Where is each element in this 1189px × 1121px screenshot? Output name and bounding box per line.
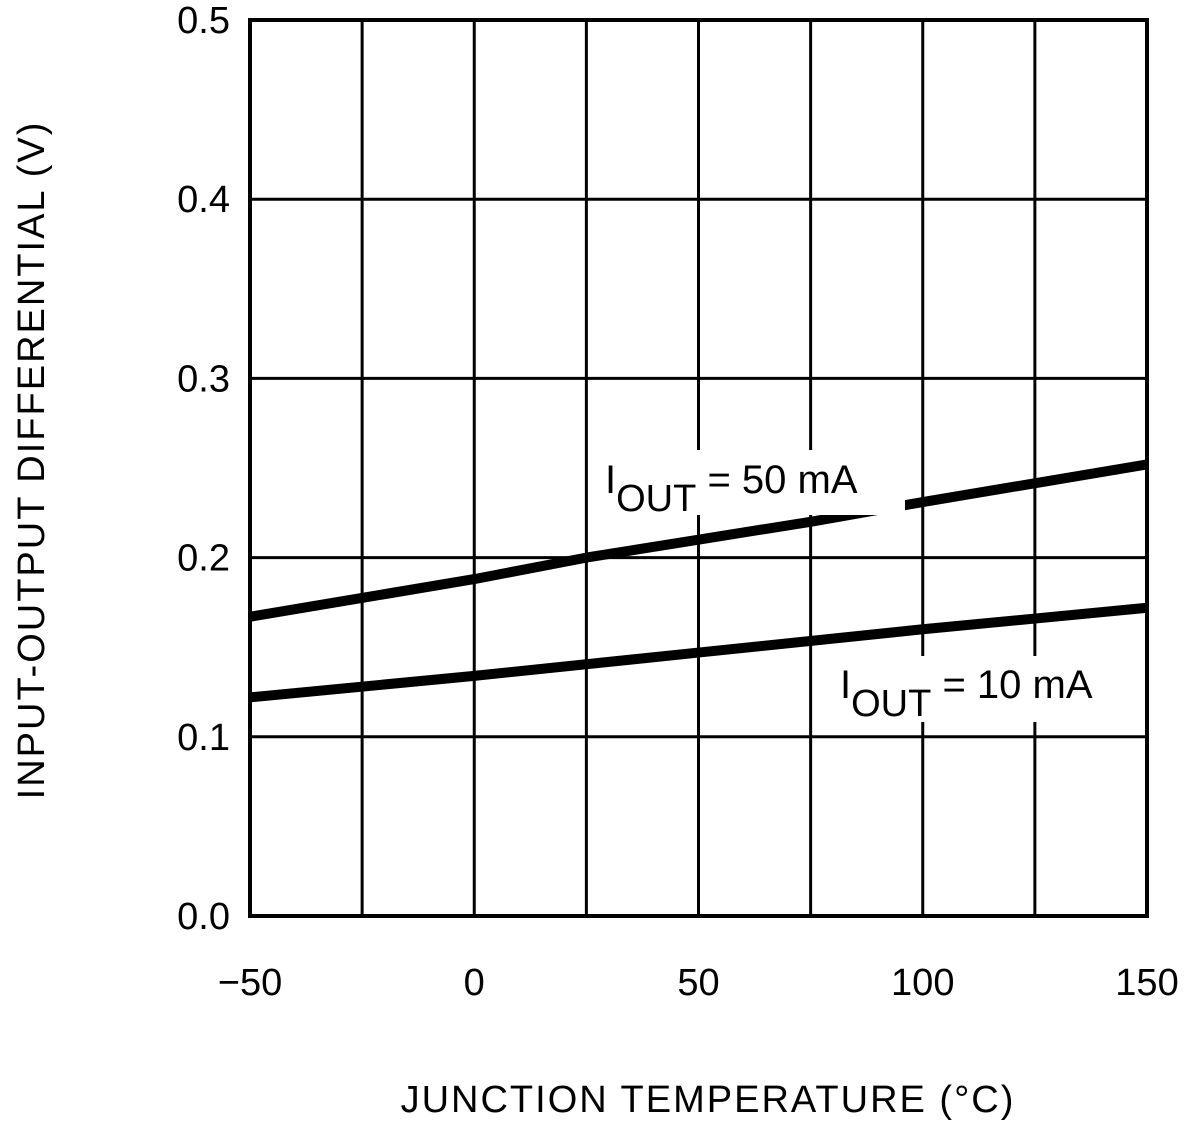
series-label-50ma: IOUT = 50 mA	[600, 450, 905, 520]
x-tick-label: −50	[218, 962, 282, 1004]
series-line-1	[249, 602, 1148, 703]
y-axis-title: INPUT-OUTPUT DIFFERENTIAL (V)	[11, 121, 53, 800]
series-labels: IOUT = 50 mA IOUT = 10 mA	[600, 450, 1138, 725]
y-tick-label: 0.5	[177, 0, 230, 42]
x-tick-label: 0	[464, 962, 485, 1004]
y-tick-label: 0.1	[177, 717, 230, 759]
y-tick-label: 0.3	[177, 358, 230, 400]
series-line-0	[249, 459, 1148, 622]
tick-labels: 0.0 0.1 0.2 0.3 0.4 0.5 −50 0 50 100 150	[177, 0, 1179, 1004]
x-tick-label: 100	[891, 962, 954, 1004]
y-tick-label: 0.4	[177, 179, 230, 221]
x-tick-label: 150	[1115, 962, 1178, 1004]
svg-text:IOUT = 10 mA: IOUT = 10 mA	[840, 663, 1093, 725]
y-tick-label: 0.2	[177, 538, 230, 580]
series-label-10ma: IOUT = 10 mA	[836, 656, 1138, 725]
series-group	[249, 459, 1148, 703]
svg-text:IOUT = 50 mA: IOUT = 50 mA	[605, 458, 858, 520]
y-tick-label: 0.0	[177, 896, 230, 938]
x-tick-label: 50	[677, 962, 719, 1004]
x-axis-title: JUNCTION TEMPERATURE (°C)	[401, 1079, 1016, 1121]
